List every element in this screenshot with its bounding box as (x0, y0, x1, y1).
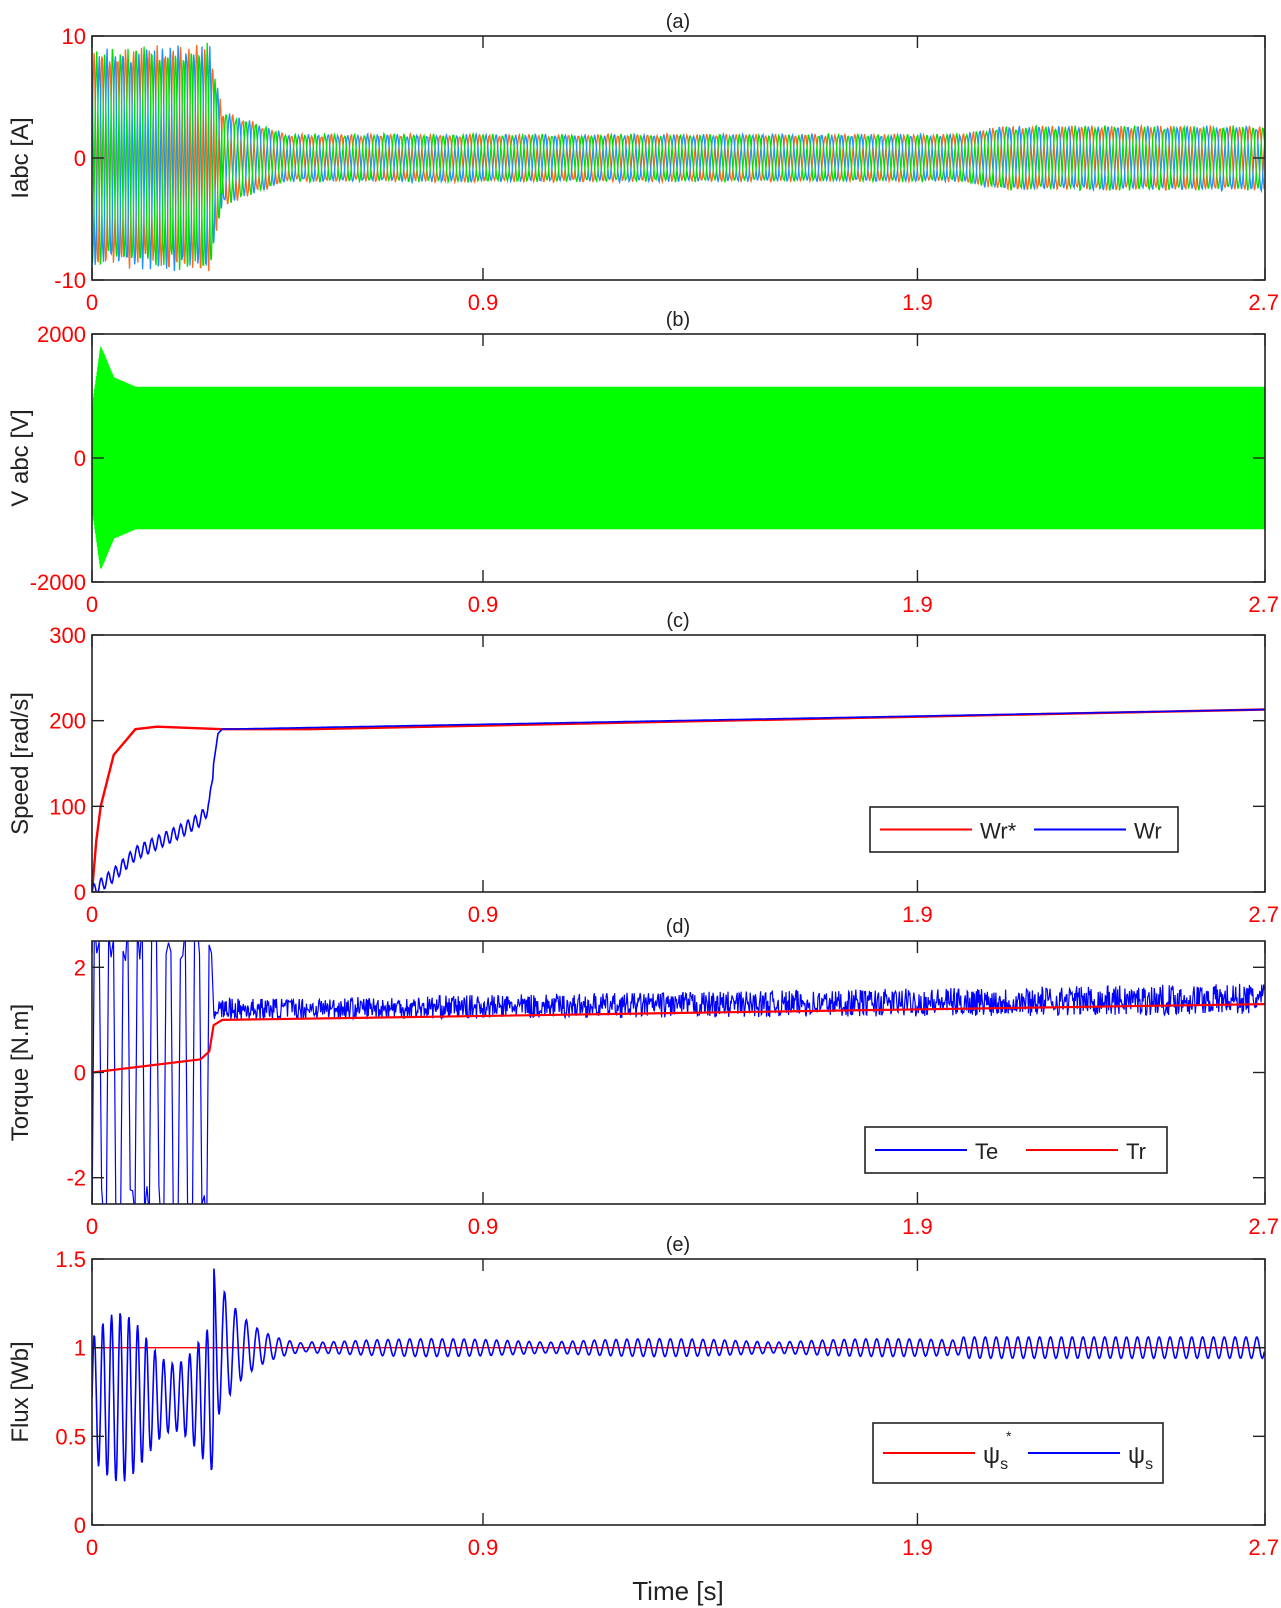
series-tr (92, 1003, 1265, 1074)
legend-entry: Wr (1034, 819, 1162, 844)
legend-entry: Wr* (880, 819, 1017, 844)
x-axis-label: Time [s] (632, 1576, 723, 1606)
subplot-title: (a) (666, 11, 690, 33)
y-tick-label: 0 (74, 1061, 86, 1086)
y-tick-label: -2000 (30, 570, 86, 595)
subplot-title: (c) (666, 610, 689, 632)
x-tick-label: 1.9 (902, 290, 933, 315)
x-tick-label: 1.9 (902, 1535, 933, 1560)
x-tick-label: 2.7 (1248, 290, 1279, 315)
y-axis-label: V abc [V] (7, 409, 34, 506)
legend-label-sub: s (1145, 1456, 1153, 1473)
axes-box (91, 634, 1266, 893)
x-tick-label: 2.7 (1248, 1214, 1279, 1239)
y-axis-label: Speed [rad/s] (7, 692, 34, 835)
y-tick-label: 300 (49, 623, 86, 648)
plot-area (92, 708, 1265, 892)
y-tick-label: 0 (74, 880, 86, 905)
subplot-title: (e) (666, 1234, 690, 1256)
x-tick-label: 0.9 (468, 592, 499, 617)
series-phase-2 (92, 45, 1265, 272)
y-axis-label: Iabc [A] (7, 117, 34, 198)
y-axis-label: Torque [N.m] (7, 1004, 34, 1141)
series-phase-3 (92, 42, 1265, 271)
series-te (92, 941, 1265, 1204)
legend-entry: Tr (1026, 1139, 1146, 1164)
y-axis-label: Flux [Wb] (7, 1341, 34, 1442)
x-tick-label: 2.7 (1248, 902, 1279, 927)
legend: Wr* Wr (869, 806, 1179, 853)
y-tick-label: -10 (54, 268, 86, 293)
plot-area (92, 42, 1265, 272)
legend-entry: Te (875, 1139, 998, 1164)
legend-label: Tr (1126, 1139, 1146, 1164)
y-tick-label: 200 (49, 709, 86, 734)
series-wr-ref (92, 708, 1265, 892)
plot-area (92, 346, 1265, 569)
y-tick-label: -2 (66, 1166, 86, 1191)
x-tick-label: 1.9 (902, 1214, 933, 1239)
legend: Te Tr (864, 1126, 1168, 1174)
x-tick-label: 0.9 (468, 1535, 499, 1560)
x-tick-label: 2.7 (1248, 1535, 1279, 1560)
subplot-e: 0 0.9 1.9 2.700.511.5(e)Flux [Wb]Time [s]ψs… (7, 1234, 1279, 1606)
series-psi (92, 1268, 1265, 1482)
y-tick-label: 0.5 (55, 1424, 86, 1449)
y-tick-label: 0 (74, 146, 86, 171)
y-tick-label: 10 (62, 24, 86, 49)
y-tick-label: 1.5 (55, 1247, 86, 1272)
plot-area (92, 941, 1265, 1204)
y-tick-label: 2000 (37, 322, 86, 347)
x-tick-label: 0 (86, 1214, 98, 1239)
legend: ψs*ψs (872, 1422, 1164, 1484)
subplot-title: (b) (666, 309, 690, 331)
x-tick-label: 1.9 (902, 592, 933, 617)
legend-label: Wr (1134, 819, 1162, 844)
y-tick-label: 2 (74, 955, 86, 980)
x-tick-label: 0.9 (468, 902, 499, 927)
x-tick-label: 1.9 (902, 902, 933, 927)
axes-box (91, 1258, 1266, 1526)
x-tick-label: 0 (86, 290, 98, 315)
subplot-title: (d) (666, 916, 690, 938)
series-wr (92, 708, 1265, 892)
plot-area (92, 1268, 1265, 1482)
x-tick-label: 0 (86, 1535, 98, 1560)
subplot-d: 0 0.9 1.9 2.7-202(d)Torque [N.m]Te Tr (7, 916, 1279, 1239)
y-tick-label: 100 (49, 794, 86, 819)
y-tick-label: 1 (74, 1336, 86, 1361)
x-tick-label: 0.9 (468, 1214, 499, 1239)
legend-label-sup: * (1006, 1428, 1012, 1444)
x-tick-label: 2.7 (1248, 592, 1279, 617)
legend-label: Wr* (980, 819, 1017, 844)
legend-label-sub: s (1000, 1456, 1008, 1473)
y-tick-label: 0 (74, 446, 86, 471)
x-tick-label: 0 (86, 902, 98, 927)
x-tick-label: 0 (86, 592, 98, 617)
x-tick-label: 0.9 (468, 290, 499, 315)
y-tick-label: 0 (74, 1513, 86, 1538)
series-voltage (92, 346, 1265, 569)
legend-label: Te (975, 1139, 998, 1164)
